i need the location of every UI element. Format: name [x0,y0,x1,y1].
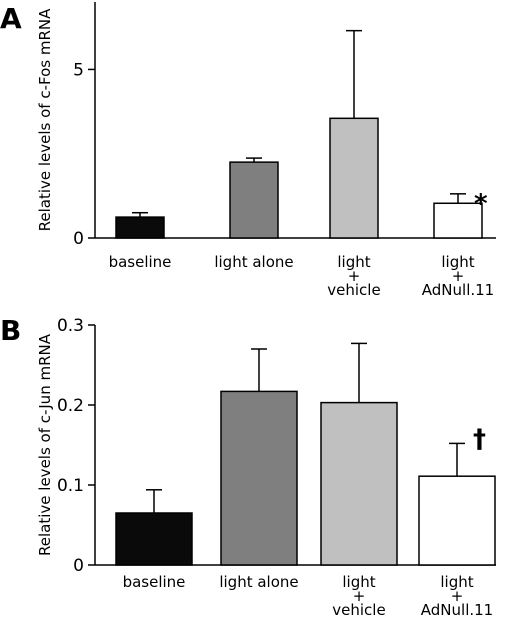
panel-a-category-label: + [452,267,465,285]
panel-a-bar [115,216,165,239]
panel-b-category-label: + [451,587,464,605]
panel-a-category-label: light alone [214,253,293,271]
panel-a-category-label: + [348,267,361,285]
panel-a-ytick-label: 0 [73,229,84,249]
panel-b-bar [220,390,298,566]
panel-b-panel-letter: B [0,314,21,347]
panel-b-y-axis-label: Relative levels of c-Jun mRNA [36,333,54,556]
panel-b-category-label: baseline [123,573,186,591]
panel-b-category-label: vehicle [332,601,385,617]
panel-a-panel-letter: A [0,2,22,35]
panel-b-category-label: light alone [219,573,298,591]
panel-b-category-label: light [440,573,473,591]
panel-b-bar [418,475,496,566]
panel-b-ytick-label: 0.3 [57,316,84,336]
panel-a-category-label: AdNull.11 [422,281,494,299]
panel-b-category-label: + [353,587,366,605]
panel-a-category-label: light [441,253,474,271]
panel-b-bar [320,401,398,566]
panel-b-ytick-label: 0.2 [57,396,84,416]
panel-a-bar [433,202,483,239]
panel-a-bar [329,117,379,239]
panel-a-y-axis-label: Relative levels of c-Fos mRNA [36,8,54,232]
panel-a-ytick-label: 5 [73,60,84,80]
panel-b-bar [115,512,193,566]
panel-a-bar [229,161,279,239]
panel-b-category-label: AdNull.11 [421,601,493,617]
panel-a-category-label: vehicle [327,281,380,299]
panel-b-category-label: light [342,573,375,591]
panel-a-significance-marker: * [474,189,488,219]
panel-b-ytick-label: 0.1 [57,476,84,496]
panel-a-category-label: light [337,253,370,271]
panel-a-category-label: baseline [109,253,172,271]
panel-b-significance-marker: † [473,424,486,454]
chart-panel-a: 0 5 Relative levels of c-Fos mRNA Abaseline… [0,2,496,299]
panel-b-ytick-label: 0 [73,556,84,576]
